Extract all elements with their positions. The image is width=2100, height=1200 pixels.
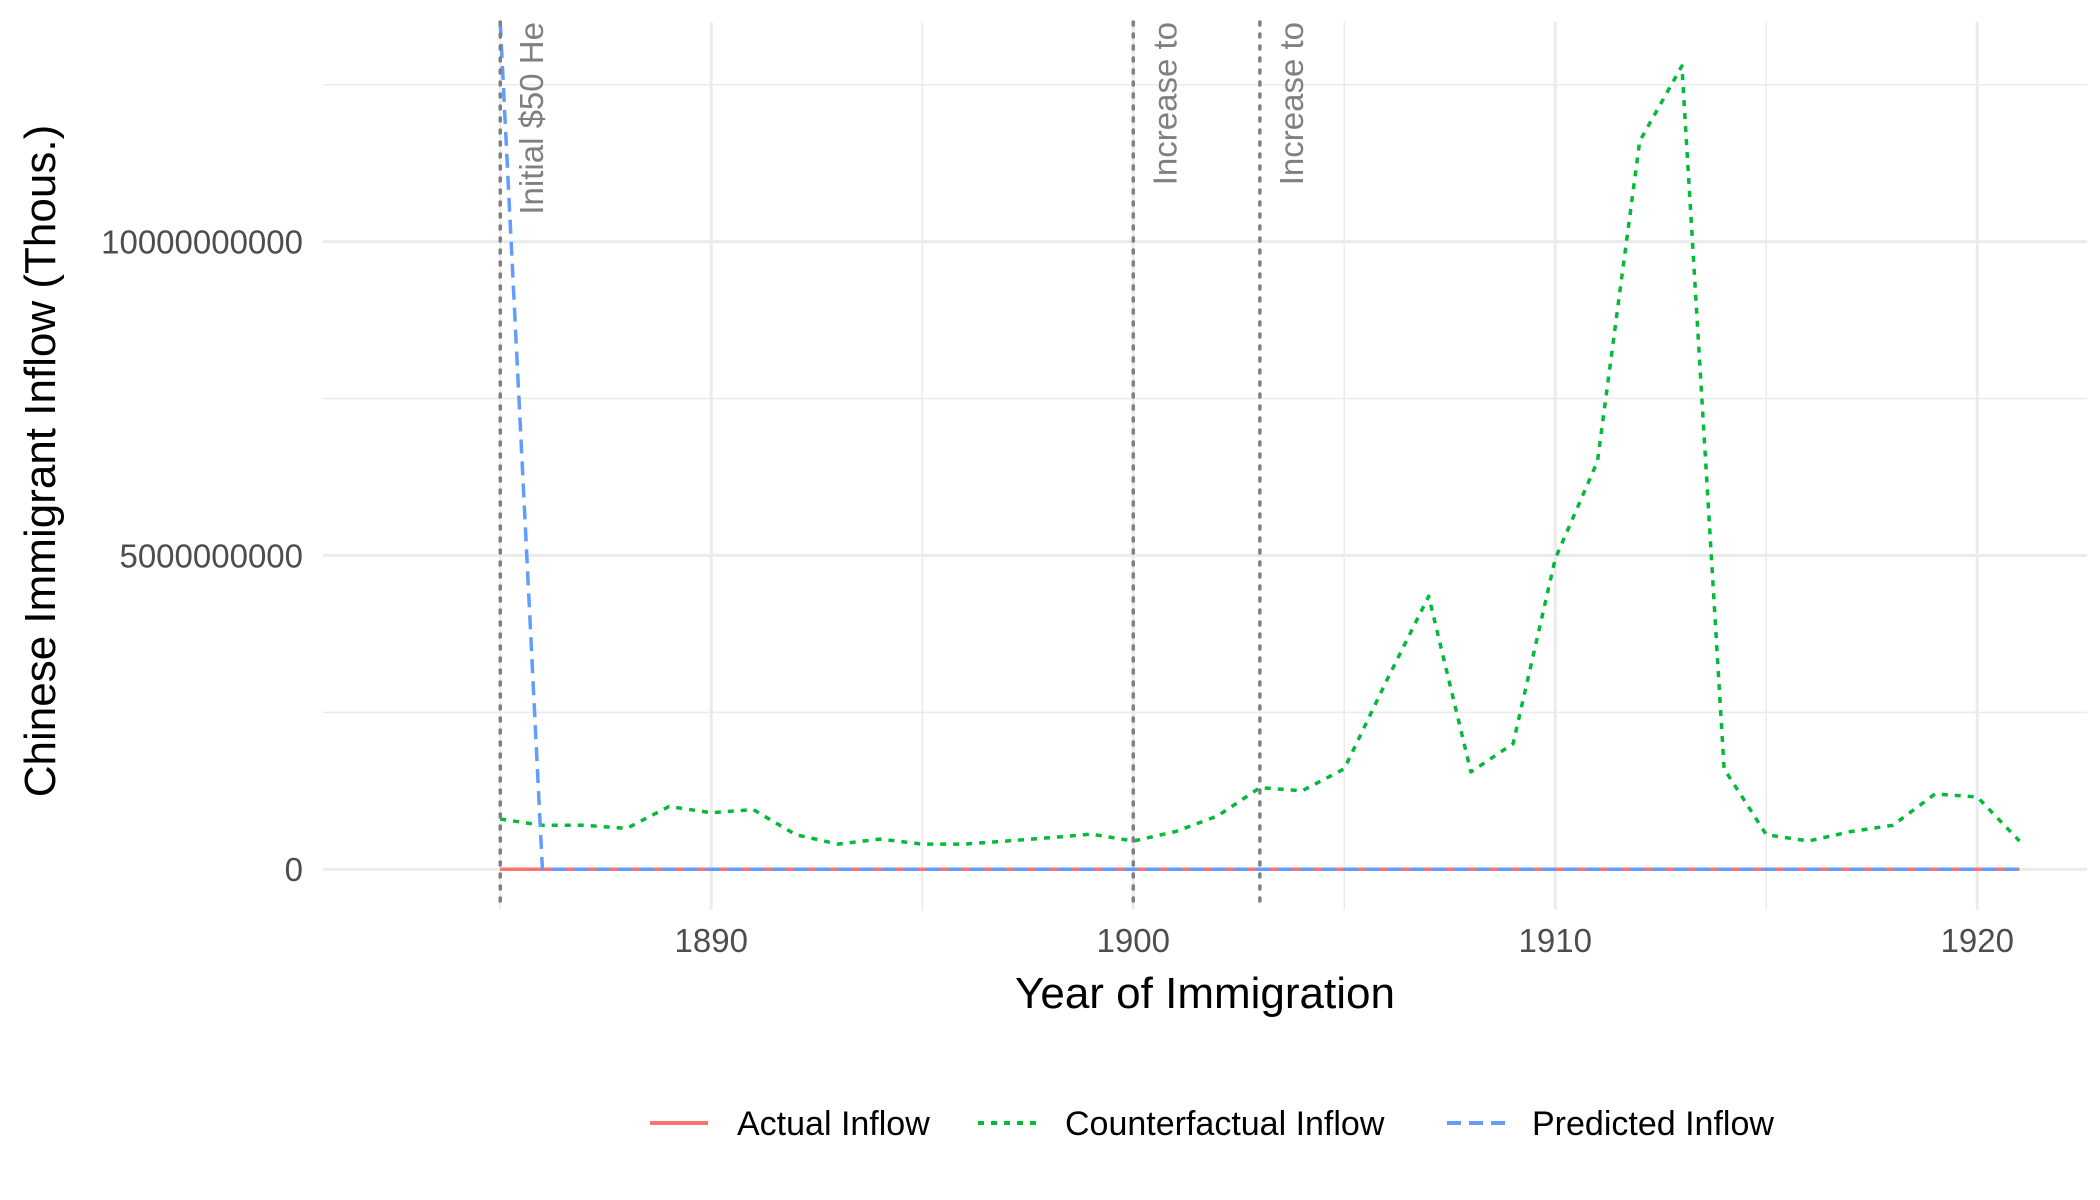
y-tick-label: 10000000000 xyxy=(101,224,303,261)
x-axis-title: Year of Immigration xyxy=(1015,969,1395,1018)
x-axis-ticks: 1890 1900 1910 1920 xyxy=(675,922,2014,959)
major-gridlines xyxy=(323,22,2087,910)
x-tick-label: 1890 xyxy=(675,922,748,959)
x-tick-label: 1910 xyxy=(1519,922,1592,959)
vline-label: Increase to xyxy=(1273,22,1310,185)
vline-label: Increase to xyxy=(1146,22,1183,185)
minor-gridlines xyxy=(323,22,2087,910)
series-lines xyxy=(498,21,2021,871)
series-line-predicted-inflow xyxy=(498,21,2020,871)
legend-label: Actual Inflow xyxy=(737,1105,930,1143)
vline-label: Initial $50 He xyxy=(513,22,550,215)
x-tick-label: 1920 xyxy=(1941,922,2014,959)
reference-lines: Initial $50 He Increase to Increase to xyxy=(498,20,1310,912)
x-tick-label: 1900 xyxy=(1097,922,1170,959)
legend: Actual Inflow Counterfactual Inflow Predic… xyxy=(650,1105,1774,1143)
y-tick-label: 5000000000 xyxy=(119,537,303,574)
y-axis-ticks: 0 5000000000 10000000000 xyxy=(101,224,303,889)
legend-label: Predicted Inflow xyxy=(1532,1105,1774,1143)
y-tick-label: 0 xyxy=(285,851,303,888)
legend-label: Counterfactual Inflow xyxy=(1065,1105,1385,1143)
y-axis-title: Chinese Immigrant Inflow (Thous.) xyxy=(16,125,65,797)
